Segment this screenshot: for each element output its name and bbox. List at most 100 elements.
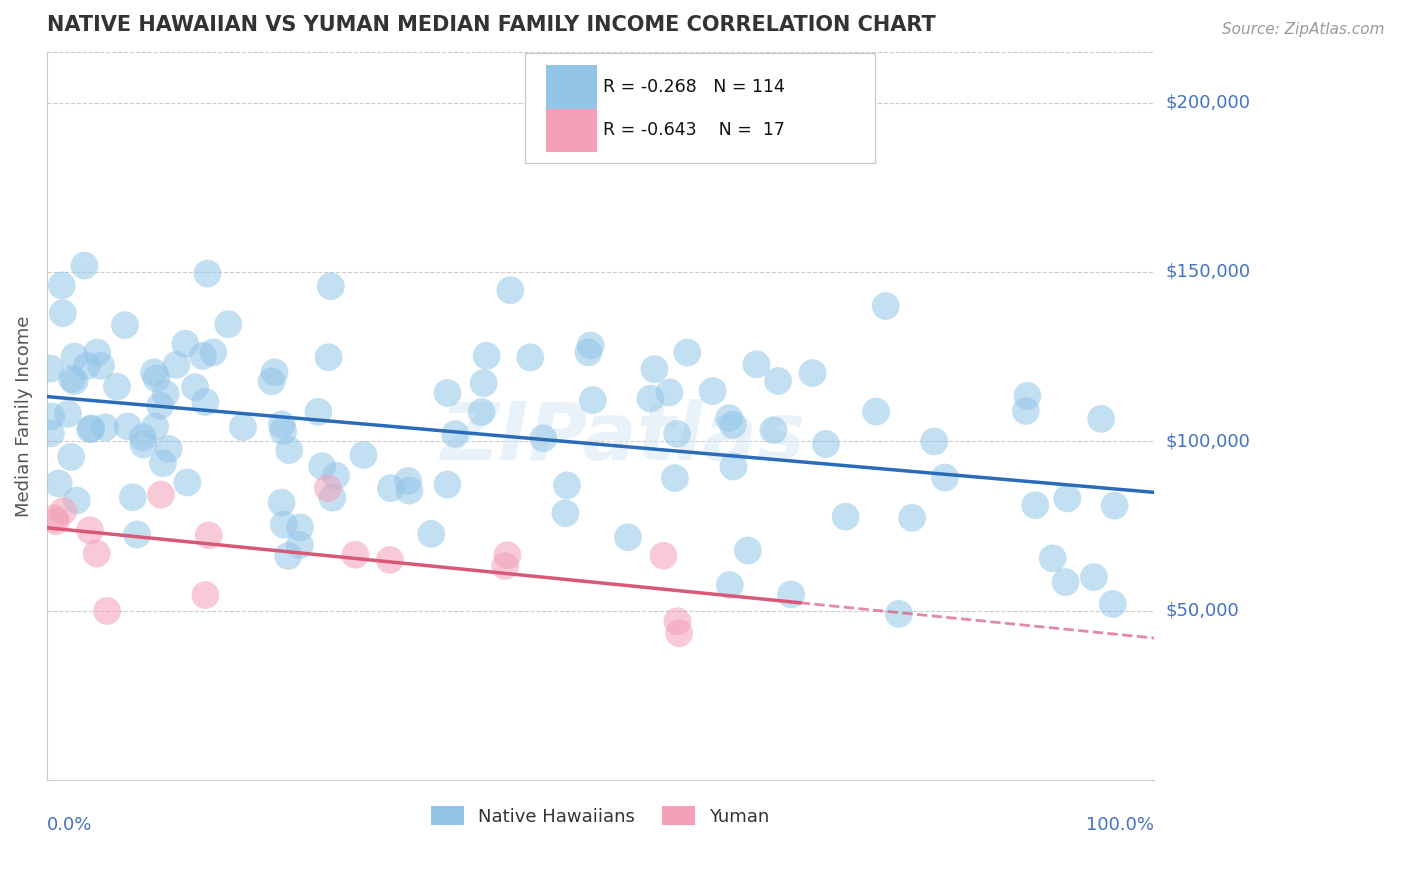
Text: $50,000: $50,000: [1166, 602, 1239, 620]
Point: [576, 345, 599, 359]
Point: [48, 476, 70, 491]
Point: [475, 349, 498, 363]
Point: [1101, 597, 1123, 611]
Point: [666, 426, 689, 441]
Point: [499, 283, 522, 297]
Text: ZIPatlas: ZIPatlas: [440, 399, 806, 477]
Point: [191, 349, 214, 363]
Point: [316, 481, 339, 495]
Point: [311, 459, 333, 474]
Point: [52, 504, 75, 518]
Point: [814, 437, 837, 451]
Point: [664, 471, 686, 485]
Point: [44, 511, 66, 525]
Point: [288, 538, 311, 552]
Point: [132, 430, 155, 444]
Point: [555, 478, 578, 492]
Point: [194, 395, 217, 409]
Point: [378, 553, 401, 567]
Point: [60, 372, 83, 386]
Point: [801, 366, 824, 380]
Text: $200,000: $200,000: [1166, 94, 1250, 112]
Point: [73, 259, 96, 273]
Point: [723, 459, 745, 474]
Point: [232, 420, 254, 434]
FancyBboxPatch shape: [547, 109, 598, 153]
Point: [174, 336, 197, 351]
Point: [143, 365, 166, 379]
Y-axis label: Median Family Income: Median Family Income: [15, 315, 32, 516]
Point: [273, 517, 295, 532]
Point: [745, 357, 768, 371]
Point: [398, 483, 420, 498]
Point: [149, 488, 172, 502]
Point: [353, 448, 375, 462]
Point: [143, 419, 166, 434]
Text: R = -0.268   N = 114: R = -0.268 N = 114: [603, 78, 785, 95]
Point: [145, 371, 167, 385]
Point: [217, 317, 239, 331]
Point: [132, 437, 155, 451]
Point: [319, 279, 342, 293]
Text: 0.0%: 0.0%: [46, 816, 93, 835]
Point: [325, 468, 347, 483]
Point: [676, 345, 699, 359]
Point: [96, 604, 118, 618]
Point: [901, 511, 924, 525]
Point: [39, 361, 62, 376]
Point: [582, 393, 605, 408]
Point: [197, 528, 219, 542]
Point: [1024, 498, 1046, 512]
Point: [194, 588, 217, 602]
Point: [270, 417, 292, 432]
Point: [721, 417, 744, 432]
Point: [1083, 570, 1105, 584]
Point: [152, 456, 174, 470]
Point: [640, 392, 662, 406]
Point: [288, 520, 311, 534]
Point: [56, 407, 79, 421]
Point: [277, 549, 299, 563]
Point: [307, 405, 329, 419]
Point: [934, 470, 956, 484]
Point: [1054, 575, 1077, 590]
Point: [444, 427, 467, 442]
Point: [472, 376, 495, 391]
Point: [1104, 499, 1126, 513]
Point: [321, 491, 343, 505]
Point: [66, 493, 89, 508]
Point: [887, 607, 910, 621]
Point: [396, 474, 419, 488]
Point: [865, 404, 887, 418]
Point: [344, 548, 367, 562]
Point: [762, 423, 785, 437]
Point: [176, 475, 198, 490]
Point: [718, 578, 741, 592]
FancyBboxPatch shape: [547, 65, 598, 109]
Point: [121, 490, 143, 504]
Point: [114, 318, 136, 333]
Point: [63, 374, 86, 388]
Point: [263, 365, 285, 379]
Point: [496, 549, 519, 563]
Point: [202, 345, 225, 359]
Point: [617, 530, 640, 544]
Point: [271, 424, 294, 438]
Point: [652, 549, 675, 563]
Point: [86, 547, 108, 561]
Point: [260, 374, 283, 388]
Point: [471, 405, 494, 419]
Point: [63, 350, 86, 364]
Point: [79, 524, 101, 538]
Point: [76, 359, 98, 373]
Point: [554, 506, 576, 520]
Text: 100.0%: 100.0%: [1087, 816, 1154, 835]
Point: [494, 559, 516, 574]
Point: [875, 299, 897, 313]
Point: [666, 614, 689, 628]
Point: [766, 374, 789, 388]
Point: [165, 358, 187, 372]
Point: [436, 386, 458, 401]
Point: [51, 278, 73, 293]
Point: [90, 359, 112, 373]
